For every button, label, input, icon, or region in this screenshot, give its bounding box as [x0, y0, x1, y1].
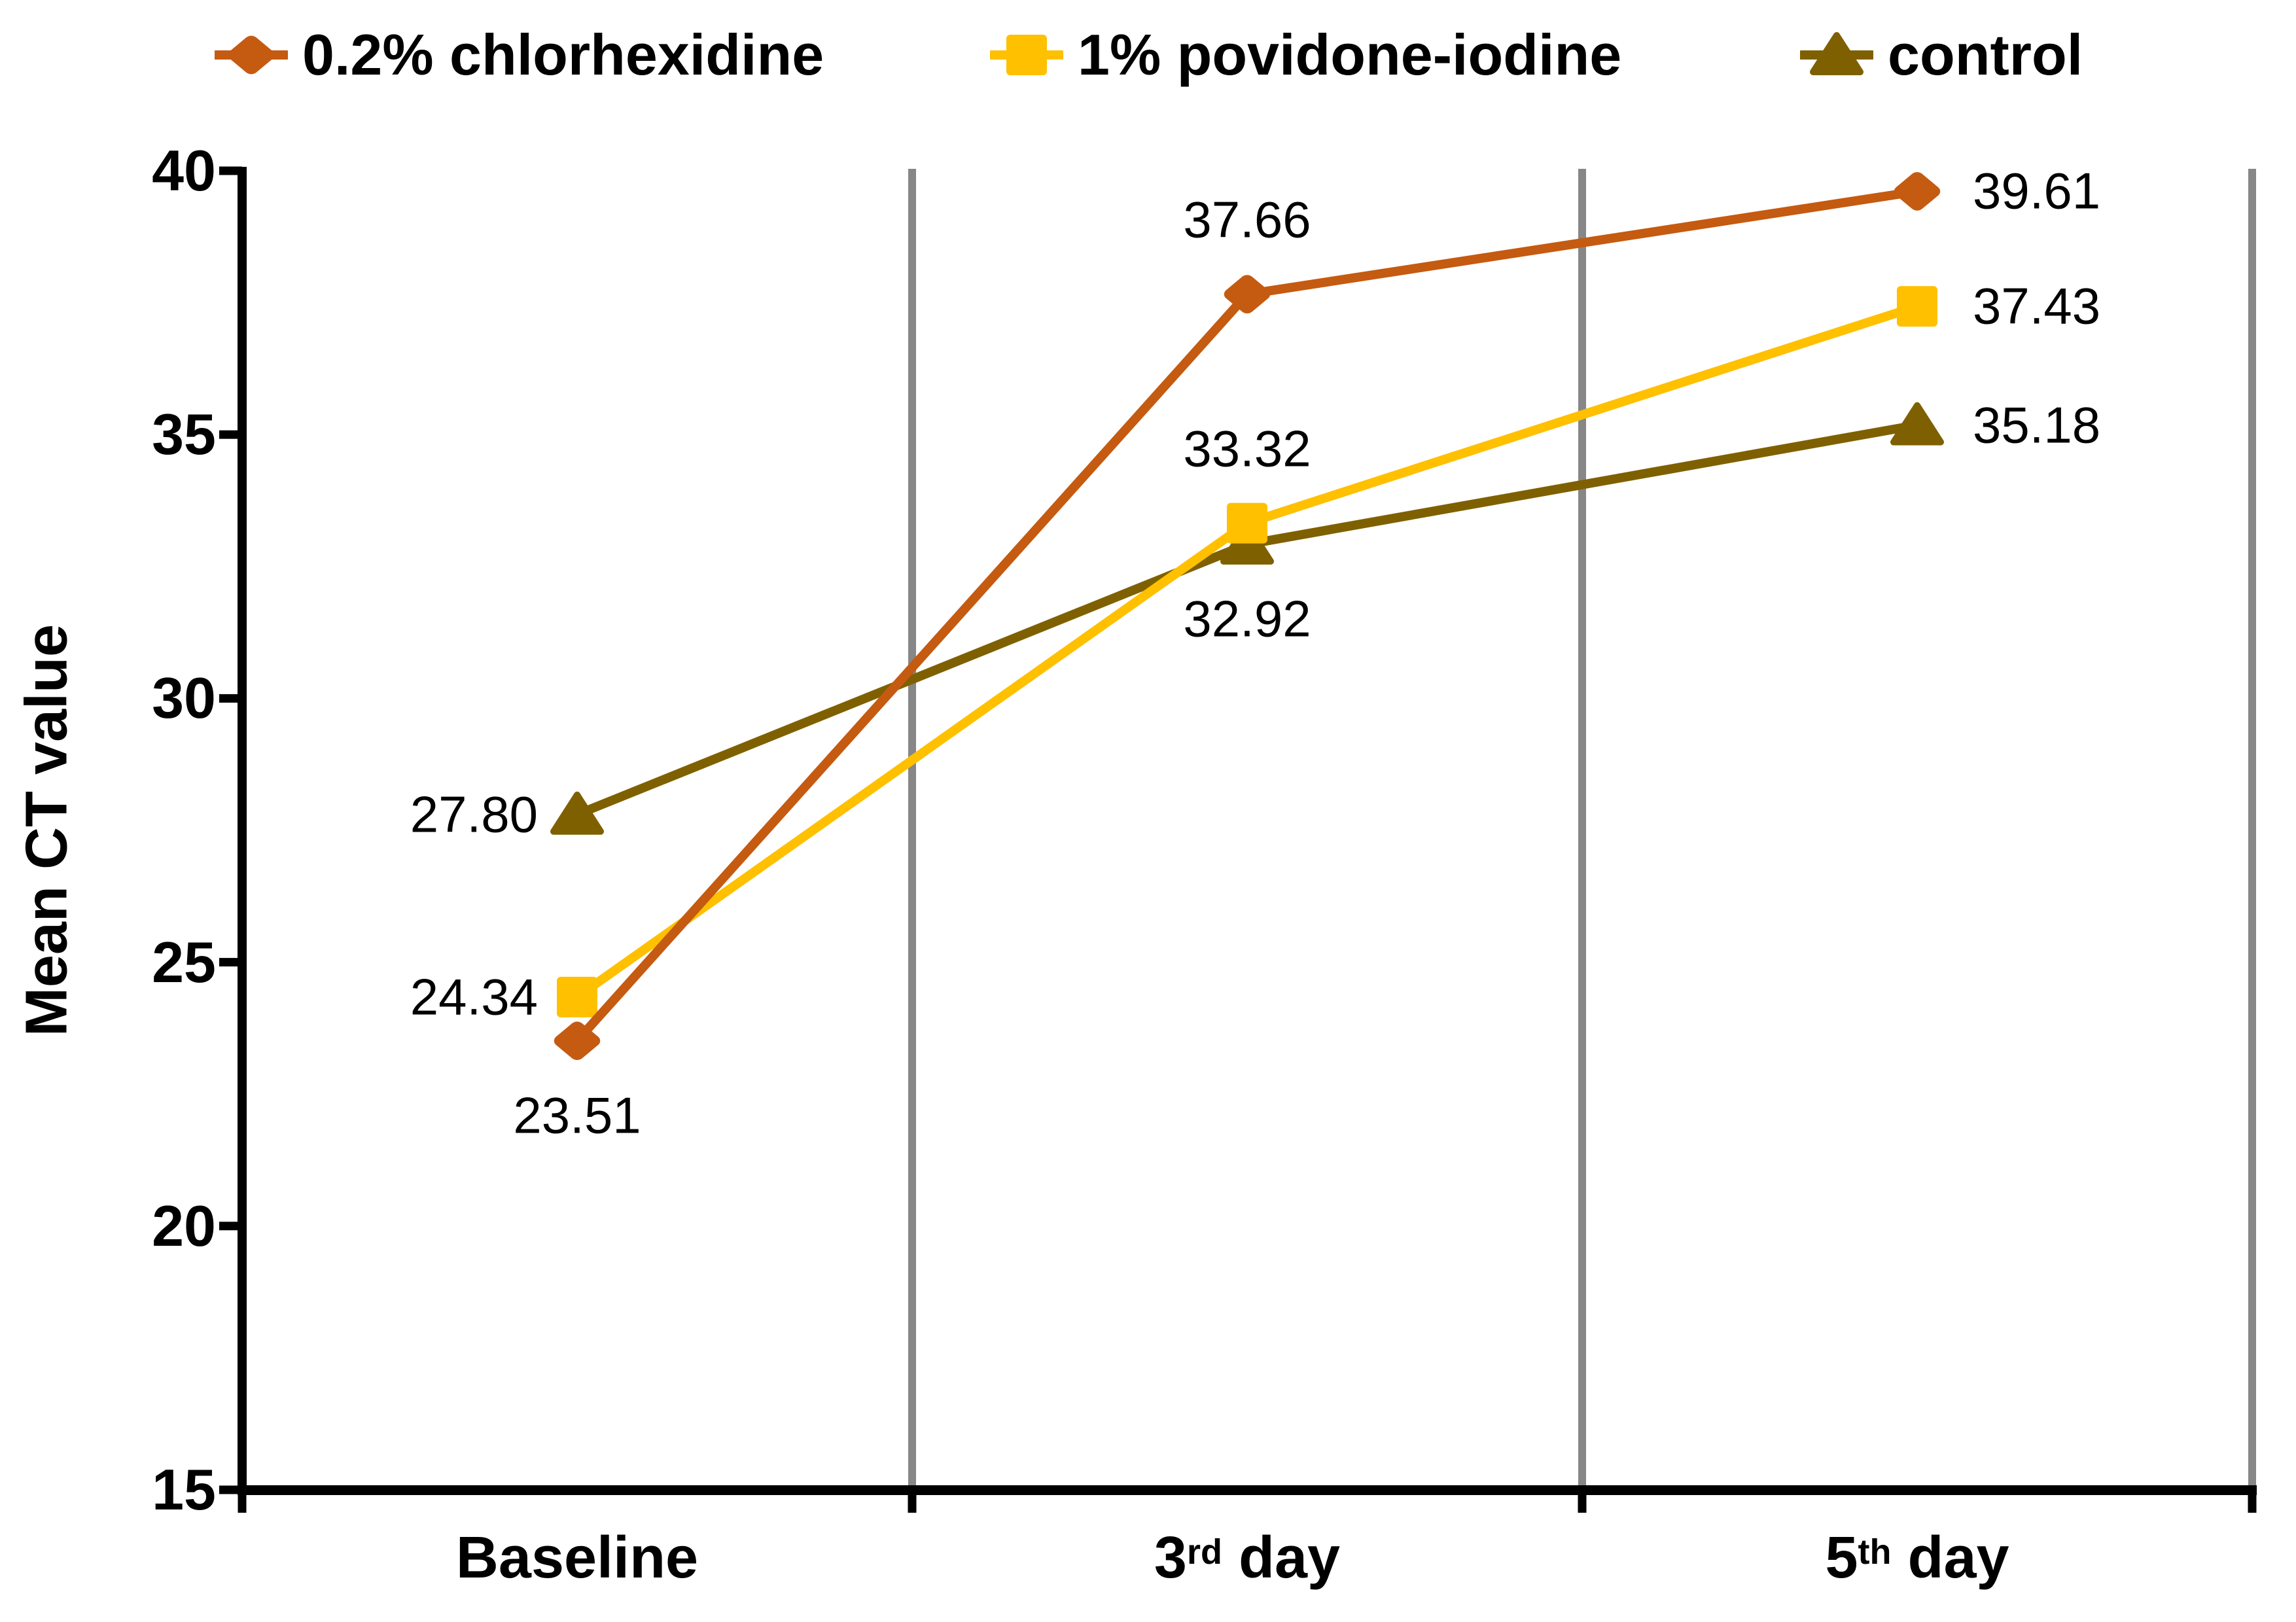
legend-item-povidone-iodine: 1% povidone-iodine	[990, 18, 1621, 92]
category-label-text: Baseline	[455, 1525, 699, 1591]
vertical-gridline	[1578, 169, 1586, 1485]
data-label: 27.80	[410, 785, 538, 843]
y-tick-label: 35	[152, 402, 216, 467]
marker-square	[1227, 502, 1267, 544]
y-tick-label: 20	[152, 1193, 216, 1258]
category-label: 5th day	[1825, 1525, 2009, 1592]
x-axis-tick	[1578, 1485, 1587, 1513]
data-label: 33.32	[1183, 419, 1311, 478]
legend-label: 0.2% chlorhexidine	[302, 22, 824, 87]
marker-triangle	[1810, 32, 1863, 75]
marker-square	[1897, 286, 1937, 327]
vertical-gridline	[2248, 169, 2256, 1485]
legend-square-icon	[990, 35, 1063, 75]
data-label: 23.51	[513, 1086, 641, 1144]
legend-item-chlorhexidine: 0.2% chlorhexidine	[215, 18, 824, 92]
data-label: 35.18	[1973, 396, 2101, 454]
y-axis-tick	[219, 1485, 242, 1494]
legend-diamond-icon	[215, 35, 288, 75]
y-axis-title: Mean CT value	[14, 624, 80, 1037]
series-1-povidone-iodine	[557, 286, 1937, 1017]
y-tick-label: 30	[152, 665, 216, 731]
category-label-text: day	[1222, 1525, 1341, 1591]
data-label: 37.43	[1973, 277, 2101, 335]
series-control	[550, 402, 1944, 835]
x-axis-line	[238, 1485, 2257, 1495]
category-label-text: 3	[1154, 1525, 1187, 1591]
category-label: Baseline	[456, 1525, 698, 1592]
ordinal-suffix: rd	[1186, 1532, 1222, 1572]
category-label: 3rd day	[1154, 1525, 1340, 1592]
marker-triangle	[550, 791, 604, 835]
y-tick-label: 15	[152, 1457, 216, 1522]
series-0-2-chlorhexidine	[554, 172, 1941, 1061]
y-axis-tick	[219, 958, 242, 967]
y-tick-label: 25	[152, 929, 216, 995]
ordinal-suffix: th	[1858, 1532, 1892, 1572]
data-label: 24.34	[410, 968, 538, 1026]
data-label: 32.92	[1183, 590, 1311, 648]
x-axis-tick	[2248, 1485, 2257, 1513]
category-label-text: day	[1891, 1525, 2009, 1591]
marker-triangle	[1890, 402, 1944, 446]
y-axis-tick	[219, 694, 242, 703]
legend-label: control	[1888, 22, 2083, 87]
marker-diamond	[1224, 275, 1271, 314]
series-line	[574, 302, 1919, 1001]
marker-square	[557, 976, 597, 1017]
marker-diamond	[554, 1021, 601, 1061]
category-label-text: 5	[1825, 1525, 1858, 1591]
x-axis-tick	[238, 1485, 247, 1513]
y-axis-tick	[219, 1222, 242, 1231]
data-label: 39.61	[1973, 162, 2101, 220]
y-axis-tick	[219, 166, 242, 175]
data-label: 37.66	[1183, 190, 1311, 249]
y-axis-line	[238, 167, 247, 1495]
y-tick-label: 40	[152, 138, 216, 203]
y-axis-tick	[219, 430, 242, 439]
marker-diamond	[1894, 172, 1941, 211]
marker-square	[1006, 35, 1047, 75]
legend-triangle-icon	[1800, 32, 1873, 75]
x-axis-tick	[908, 1485, 917, 1513]
marker-diamond	[228, 35, 275, 75]
legend-item-control: control	[1800, 18, 2083, 92]
vertical-gridline	[908, 169, 916, 1485]
legend-label: 1% povidone-iodine	[1078, 22, 1622, 87]
